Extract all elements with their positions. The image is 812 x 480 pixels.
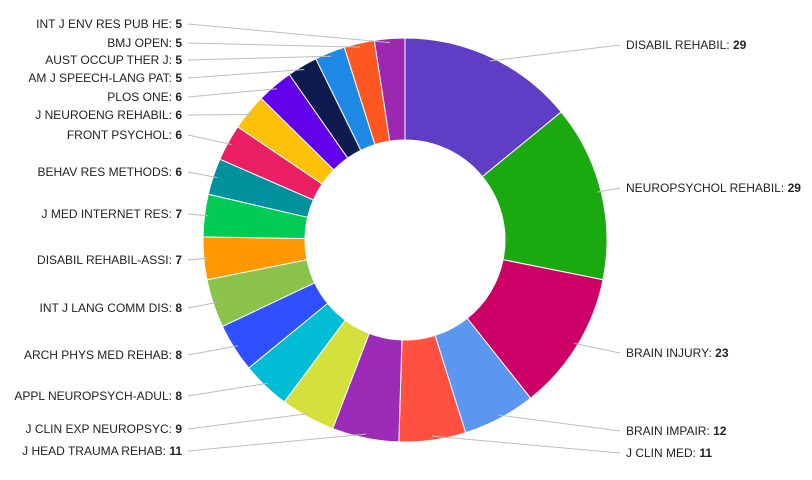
slices-group (202, 37, 608, 443)
slice-label-value: 11 (699, 446, 712, 460)
slice-label-name: APPL NEUROPSYCH-ADUL: (14, 389, 175, 403)
leader-line (187, 382, 269, 397)
slice-label: DISABIL REHABIL-ASSI: 7 (37, 253, 182, 267)
slice-label-value: 8 (175, 348, 182, 362)
slice-label-value: 6 (175, 90, 182, 104)
slice-label-value: 8 (175, 389, 182, 403)
slice-label: AM J SPEECH-LANG PAT: 5 (28, 71, 182, 85)
slice-label: AUST OCCUP THER J: 5 (45, 53, 182, 67)
slice-label-name: J CLIN EXP NEUROPSYC: (25, 422, 175, 436)
slice-label-value: 23 (715, 346, 729, 360)
slice-label-name: J MED INTERNET RES: (42, 207, 176, 221)
slice-label-name: AUST OCCUP THER J: (45, 53, 175, 67)
slice-label-value: 5 (175, 17, 182, 31)
leader-lines-group (187, 23, 621, 454)
leader-line (187, 42, 361, 48)
slice-label-value: 8 (175, 301, 182, 315)
slice-label: ARCH PHYS MED REHAB: 8 (24, 348, 182, 362)
leader-line (187, 23, 390, 44)
slice-label-name: J NEUROENG REHABIL: (35, 108, 175, 122)
leader-line (187, 171, 218, 179)
slice-label-name: BRAIN INJURY: (626, 346, 715, 360)
slice-label: J NEUROENG REHABIL: 6 (35, 108, 182, 122)
slice-label-name: NEUROPSYCHOL REHABIL: (626, 181, 788, 195)
slice-label-name: ARCH PHYS MED REHAB: (24, 348, 175, 362)
slice-label: APPL NEUROPSYCH-ADUL: 8 (14, 389, 182, 403)
slice-label-name: FRONT PSYCHOL: (67, 128, 175, 142)
slice-label-value: 6 (175, 128, 182, 142)
slice-int-j-env-res-pub-he (373, 37, 406, 142)
slice-label-name: BEHAV RES METHODS: (38, 165, 176, 179)
leader-line (187, 213, 209, 217)
leader-line (187, 69, 305, 79)
slice-label-name: PLOS ONE: (107, 90, 175, 104)
leader-line (187, 433, 367, 452)
leader-line (187, 55, 332, 61)
slice-label-name: J CLIN MED: (626, 446, 699, 460)
leader-line (187, 345, 238, 356)
slice-label-name: BRAIN IMPAIR: (626, 424, 713, 438)
leader-line (573, 342, 621, 354)
slice-label-name: DISABIL REHABIL-ASSI: (37, 253, 175, 267)
leader-line (187, 301, 218, 309)
slice-label-value: 12 (713, 424, 727, 438)
slice-label: BRAIN INJURY: 23 (626, 346, 729, 360)
slice-label-name: INT J LANG COMM DIS: (40, 301, 176, 315)
leader-line (432, 435, 621, 454)
slice-label: J HEAD TRAUMA REHAB: 11 (22, 444, 182, 458)
slice-label-value: 29 (788, 181, 802, 195)
slice-label: BEHAV RES METHODS: 6 (38, 165, 183, 179)
slice-label: INT J LANG COMM DIS: 8 (40, 301, 183, 315)
slice-label-value: 5 (175, 36, 182, 50)
slice-label-value: 7 (175, 253, 182, 267)
leader-line (489, 44, 621, 62)
leader-line (497, 414, 621, 432)
slice-disabil-rehabil (404, 37, 562, 178)
slice-label: PLOS ONE: 6 (107, 90, 182, 104)
slice-label: J CLIN EXP NEUROPSYC: 9 (25, 422, 182, 436)
slice-label-value: 5 (175, 53, 182, 67)
leader-line (597, 187, 621, 193)
slice-label-value: 29 (733, 38, 747, 52)
slice-label: DISABIL REHABIL: 29 (626, 38, 747, 52)
slice-label-name: J HEAD TRAUMA REHAB: (22, 444, 169, 458)
slice-label-value: 11 (169, 444, 182, 458)
leader-line (187, 134, 232, 145)
slice-label: BMJ OPEN: 5 (107, 36, 182, 50)
slice-label-value: 5 (175, 71, 182, 85)
leader-line (187, 257, 208, 261)
slice-label-name: DISABIL REHABIL: (626, 38, 733, 52)
slice-label: NEUROPSYCHOL REHABIL: 29 (626, 181, 801, 195)
slice-label-name: INT J ENV RES PUB HE: (36, 17, 175, 31)
slice-label: INT J ENV RES PUB HE: 5 (36, 17, 182, 31)
slice-label: J MED INTERNET RES: 7 (42, 207, 183, 221)
slice-label-name: AM J SPEECH-LANG PAT: (28, 71, 175, 85)
slice-label: FRONT PSYCHOL: 6 (67, 128, 182, 142)
slice-label-value: 6 (175, 108, 182, 122)
slice-label-name: BMJ OPEN: (107, 36, 175, 50)
slice-label-value: 9 (175, 422, 182, 436)
leader-line (187, 412, 310, 430)
slice-label-value: 7 (175, 207, 182, 221)
slice-neuropsychol-rehabil (481, 111, 608, 281)
slice-label: BRAIN IMPAIR: 12 (626, 424, 727, 438)
slice-label: J CLIN MED: 11 (626, 446, 712, 460)
slice-label-value: 6 (175, 165, 182, 179)
leader-line (187, 88, 278, 98)
